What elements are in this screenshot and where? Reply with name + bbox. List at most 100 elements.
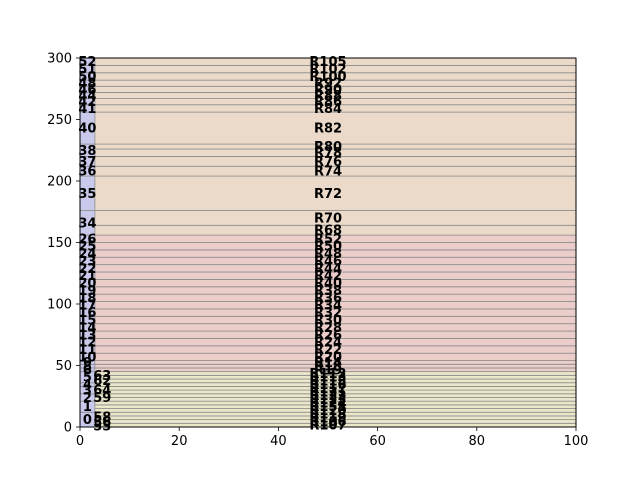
thin-bar-label-16: 16: [78, 306, 96, 321]
thin-bar-label-40: 40: [78, 122, 96, 137]
y-tick-label: 300: [47, 52, 72, 67]
band-label-R34: R34: [314, 299, 342, 314]
band-label-R70: R70: [314, 211, 342, 226]
band-R72: [79, 175, 577, 211]
thin-bar-label-13: 13: [78, 328, 96, 343]
thin-bar-label-51: 51: [78, 63, 96, 78]
thin-bar-label-38: 38: [78, 144, 96, 159]
band-label-R121: R121: [309, 385, 346, 400]
band-label-R52: R52: [314, 232, 342, 247]
inner-label-59: 59: [93, 391, 111, 406]
band-label-R74: R74: [314, 165, 342, 180]
band-label-R151: R151: [309, 400, 346, 415]
thin-bar-label-2: 2: [83, 391, 92, 406]
inner-label-64: 64: [93, 384, 111, 399]
thin-bar-label-18: 18: [78, 291, 96, 306]
band-label-R86: R86: [314, 95, 342, 110]
thin-bar-label-19: 19: [78, 284, 96, 299]
thin-bar-label-11: 11: [78, 343, 96, 358]
band-label-R102: R102: [309, 63, 346, 78]
y-tick-label: 250: [47, 113, 72, 128]
band-label-R78: R78: [314, 146, 342, 161]
thin-bar-label-34: 34: [78, 216, 96, 231]
band-label-R117: R117: [309, 382, 346, 397]
band-label-R116: R116: [309, 378, 346, 393]
band-label-R112: R112: [309, 367, 346, 382]
y-tick-label: 150: [47, 236, 72, 251]
thin-bar-label-10: 10: [78, 350, 96, 365]
band-label-R105: R105: [309, 55, 346, 70]
thin-bar-label-37: 37: [78, 155, 96, 170]
thin-bar-label-14: 14: [78, 321, 96, 336]
band-label-R24: R24: [314, 336, 342, 351]
band-label-R36: R36: [314, 291, 342, 306]
band-label-R124: R124: [309, 397, 346, 412]
inner-label-63: 63: [93, 369, 111, 384]
band-label-R107: R107: [309, 419, 346, 434]
band-layer: [79, 57, 577, 428]
y-tick-label: 50: [55, 359, 72, 374]
band-label-R20: R20: [314, 350, 342, 365]
inner-label-58: 58: [93, 411, 111, 426]
thin-bar-label-35: 35: [78, 187, 96, 202]
band-label-R32: R32: [314, 306, 342, 321]
inner-label-62: 62: [93, 374, 111, 389]
band-label-R42: R42: [314, 269, 342, 284]
thin-bar-layer: [79, 57, 96, 428]
band-label-R90: R90: [314, 83, 342, 98]
band-label-R19: R19: [314, 363, 342, 378]
thin-bar-label-21: 21: [78, 269, 96, 284]
x-tick-label: 80: [469, 434, 486, 449]
thin-bar-label-4: 4: [83, 378, 92, 393]
thin-bar-label-20: 20: [78, 277, 96, 292]
band-label-R38: R38: [314, 284, 342, 299]
thin-bar-label-26: 26: [78, 232, 96, 247]
thin-bar-label-8: 8: [83, 360, 92, 375]
band-label-R48: R48: [314, 247, 342, 262]
thin-bar-label-52: 52: [78, 55, 96, 70]
band-label-R18: R18: [314, 360, 342, 375]
y-tick-label: 100: [47, 298, 72, 313]
thin-bar-label-6: 6: [83, 363, 92, 378]
band-label-R80: R80: [314, 140, 342, 155]
band-label-R82: R82: [314, 122, 342, 137]
x-tick-label: 100: [564, 434, 589, 449]
band-label-R68: R68: [314, 224, 342, 239]
band-label-R46: R46: [314, 254, 342, 269]
thin-bar-label-42: 42: [78, 95, 96, 110]
x-tick-label: 40: [270, 434, 287, 449]
band-label-R26: R26: [314, 328, 342, 343]
label-layer: R107R106R119R118R120R151R124R123R122R121…: [78, 55, 346, 434]
band-label-R92: R92: [314, 77, 342, 92]
band-label-R113: R113: [309, 371, 346, 386]
band-label-R22: R22: [314, 343, 342, 358]
x-tick-label: 20: [171, 434, 188, 449]
thin-bar-label-1: 1: [83, 400, 92, 415]
thin-bar-label-50: 50: [78, 70, 96, 85]
thin-bar-label-9: 9: [83, 356, 92, 371]
band-label-R28: R28: [314, 321, 342, 336]
band-label-R123: R123: [309, 393, 346, 408]
band-label-R14: R14: [314, 356, 342, 371]
thin-bar-label-46: 46: [78, 83, 96, 98]
thin-bar-label-15: 15: [78, 313, 96, 328]
thin-bar-label-0: 0: [83, 413, 92, 428]
band-label-R44: R44: [314, 262, 342, 277]
y-tick-label: 0: [64, 421, 72, 436]
band-R82: [79, 111, 577, 145]
x-tick-label: 0: [76, 434, 84, 449]
band-label-R115: R115: [309, 374, 346, 389]
band-label-R40: R40: [314, 277, 342, 292]
x-tick-label: 60: [369, 434, 386, 449]
thin-bar-label-22: 22: [78, 262, 96, 277]
thin-bar-label-3: 3: [83, 384, 92, 399]
thin-bar-label-48: 48: [78, 77, 96, 92]
thin-bar-label-23: 23: [78, 254, 96, 269]
thin-bar-label-24: 24: [78, 247, 96, 262]
band-label-R100: R100: [309, 70, 346, 85]
band-label-R84: R84: [314, 102, 342, 117]
band-label-R72: R72: [314, 187, 342, 202]
thin-bar-label-41: 41: [78, 102, 96, 117]
